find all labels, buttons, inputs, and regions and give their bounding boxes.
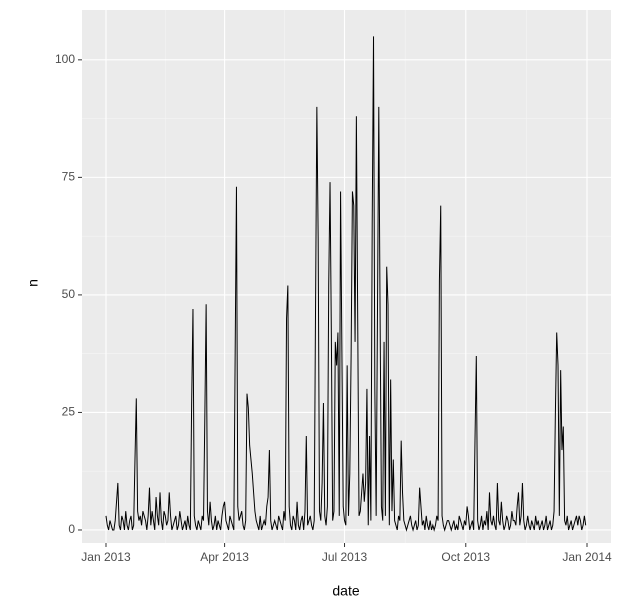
y-axis-title: n [25,279,41,287]
x-tick-label: Jan 2013 [81,550,131,564]
x-tick-label: Jan 2014 [562,550,612,564]
y-tick-label: 100 [55,52,75,66]
x-axis-title: date [332,583,359,599]
marks [105,36,587,532]
x-tick-label: Apr 2013 [200,550,249,564]
y-tick-label: 25 [62,405,76,419]
y-tick-label: 50 [62,287,76,301]
y-tick-label: 75 [62,170,76,184]
y-tick-label: 0 [68,522,75,536]
x-tick-label: Jul 2013 [322,550,368,564]
x-tick-label: Oct 2013 [441,550,490,564]
data-line [105,36,587,532]
